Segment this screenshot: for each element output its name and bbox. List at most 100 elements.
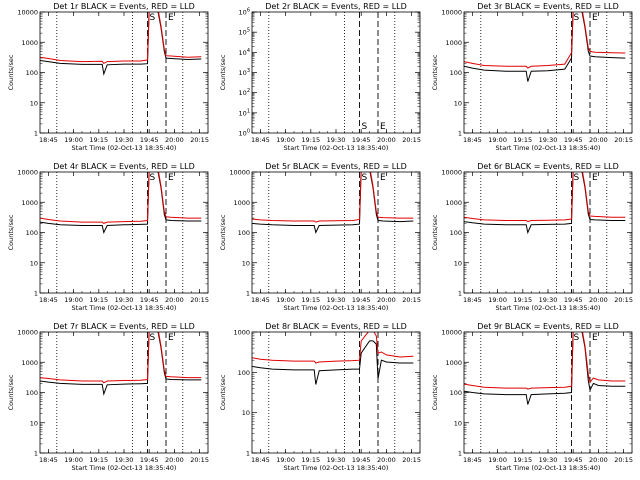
panel-title: Det 4r BLACK = Events, RED = LLD	[53, 162, 195, 171]
plot-frame	[463, 331, 633, 454]
series-group	[464, 12, 626, 82]
x-tick-label: 19:15	[513, 136, 532, 144]
x-tick-label: 19:00	[64, 136, 83, 144]
marker-E: E	[592, 173, 598, 183]
x-tick-label: 20:00	[165, 296, 184, 304]
plot-frame	[251, 331, 421, 454]
x-tick-label: 20:15	[614, 456, 633, 464]
x-tick-label: 18:45	[251, 296, 270, 304]
x-tick-label: 19:30	[327, 136, 346, 144]
x-tick-label: 18:45	[251, 136, 270, 144]
plot-frame	[251, 11, 421, 134]
x-axis-label: Start Time (02-Oct-13 18:35:40)	[496, 144, 601, 152]
x-tick-label: 19:00	[276, 296, 295, 304]
series-events	[464, 172, 626, 235]
x-tick-label: 20:15	[614, 296, 633, 304]
series-group	[464, 332, 626, 405]
x-tick-label: 20:15	[614, 136, 633, 144]
x-tick-label: 19:00	[276, 136, 295, 144]
panel-title: Det 7r BLACK = Events, RED = LLD	[53, 322, 195, 331]
x-axis-label: Start Time (02-Oct-13 18:35:40)	[72, 464, 177, 472]
y-tick-label: 106	[239, 8, 250, 17]
y-axis-label: Counts/sec	[7, 54, 15, 90]
x-tick-label: 19:15	[89, 456, 108, 464]
y-axis-label: Counts/sec	[219, 374, 227, 410]
y-axis-label: Counts/sec	[219, 54, 227, 90]
x-tick-label: 20:00	[589, 136, 608, 144]
series-group	[252, 332, 414, 385]
y-tick-label: 102	[239, 88, 250, 97]
x-tick-label: 19:15	[301, 296, 320, 304]
x-axis-label: Start Time (02-Oct-13 18:35:40)	[72, 144, 177, 152]
x-tick-label: 19:45	[140, 456, 159, 464]
series-lld	[252, 172, 414, 223]
panel-title: Det 5r BLACK = Events, RED = LLD	[265, 162, 407, 171]
y-tick-label: 10	[454, 259, 462, 267]
x-tick-label: 20:00	[165, 456, 184, 464]
x-tick-label: 19:00	[276, 456, 295, 464]
y-tick-label: 101	[239, 108, 250, 117]
y-tick-label: 105	[239, 28, 250, 37]
series-group	[40, 332, 202, 396]
x-tick-label: 20:15	[402, 136, 421, 144]
series-group	[40, 172, 202, 234]
x-tick-label: 20:00	[377, 296, 396, 304]
series-events	[40, 12, 202, 76]
marker-E: E	[592, 13, 598, 23]
panel-det-6: Det 6r BLACK = Events, RED = LLD 18:45 19:…	[431, 162, 633, 312]
series-group	[464, 172, 626, 235]
series-group	[252, 172, 414, 234]
panel-det-8: Det 8r BLACK = Events, RED = LLD 18:45 19:…	[219, 322, 421, 472]
x-tick-label: 19:15	[301, 456, 320, 464]
y-tick-label: 1	[458, 290, 462, 298]
panel-title: Det 1r BLACK = Events, RED = LLD	[53, 2, 195, 11]
x-tick-label: 19:45	[564, 456, 583, 464]
x-axis-label: Start Time (02-Oct-13 18:35:40)	[72, 304, 177, 312]
series-lld	[464, 332, 626, 390]
x-tick-label: 19:30	[115, 296, 134, 304]
x-tick-label: 19:00	[488, 296, 507, 304]
series-events	[40, 172, 202, 234]
x-axis-label: Start Time (02-Oct-13 18:35:40)	[284, 464, 389, 472]
marker-S: S	[574, 333, 580, 343]
y-tick-label: 10	[30, 419, 38, 427]
x-tick-label: 20:00	[377, 456, 396, 464]
y-tick-label: 10000	[17, 169, 38, 177]
x-tick-label: 19:30	[539, 136, 558, 144]
x-tick-label: 20:00	[377, 136, 396, 144]
x-tick-label: 19:15	[89, 296, 108, 304]
panel-title: Det 2r BLACK = Events, RED = LLD	[265, 2, 407, 11]
y-tick-label: 1	[246, 290, 250, 298]
x-tick-label: 19:15	[89, 136, 108, 144]
y-tick-label: 104	[239, 48, 250, 57]
y-tick-label: 1000	[21, 39, 38, 47]
panel-det-4: Det 4r BLACK = Events, RED = LLD 18:45 19:…	[7, 162, 209, 312]
x-tick-label: 18:45	[39, 136, 58, 144]
x-tick-label: 18:45	[463, 456, 482, 464]
y-tick-label: 1	[458, 130, 462, 138]
x-tick-label: 19:15	[513, 456, 532, 464]
y-axis-label: Counts/sec	[431, 374, 439, 410]
y-tick-label: 10	[30, 99, 38, 107]
y-tick-label: 1000	[233, 199, 250, 207]
x-tick-label: 19:30	[327, 296, 346, 304]
y-tick-label: 10000	[17, 329, 38, 337]
y-tick-label: 1	[34, 130, 38, 138]
marker-E: E	[168, 13, 174, 23]
panel-det-2: Det 2r BLACK = Events, RED = LLD 18:45 19:…	[219, 2, 421, 152]
panel-det-9: Det 9r BLACK = Events, RED = LLD 18:45 19:…	[431, 322, 633, 472]
x-tick-label: 19:45	[564, 296, 583, 304]
y-axis-label: Counts/sec	[219, 214, 227, 250]
x-axis-label: Start Time (02-Oct-13 18:35:40)	[496, 464, 601, 472]
y-tick-label: 100	[239, 129, 250, 138]
y-tick-label: 1	[34, 290, 38, 298]
y-tick-label: 100	[450, 69, 462, 77]
plot-frame	[39, 171, 209, 294]
plot-frame	[463, 171, 633, 294]
x-tick-label: 19:00	[64, 456, 83, 464]
marker-S: S	[574, 173, 580, 183]
plot-frame	[251, 171, 421, 294]
y-tick-label: 1	[246, 450, 250, 458]
series-events	[252, 340, 414, 385]
